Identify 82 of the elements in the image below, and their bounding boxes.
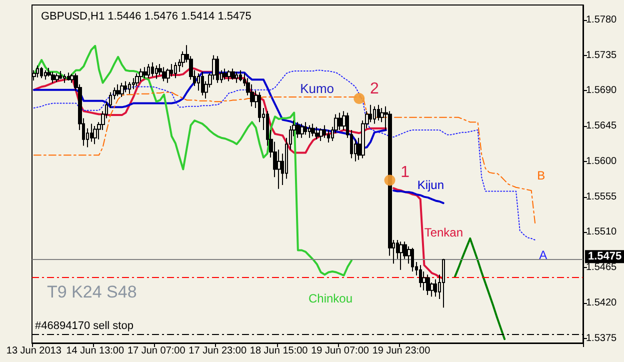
candlestick (93, 126, 97, 145)
candlestick (327, 129, 330, 144)
candlestick (411, 247, 414, 272)
annotation: T9 K24 S48 (47, 282, 137, 302)
line-series (33, 70, 536, 241)
candlestick (174, 62, 177, 79)
ref-line-label: #46894170 sell stop (35, 320, 134, 332)
candlestick (51, 71, 55, 84)
y-tick-label: 1.5780 (586, 14, 618, 26)
text: GBPUSD,H1 1.5446 1.5476 1.5414 1.5475 (41, 10, 252, 22)
ref-line-label: 1.5475 (588, 250, 622, 263)
candlestick (442, 258, 445, 308)
candlestick (235, 71, 238, 84)
candlestick (55, 72, 59, 83)
line-series (33, 92, 536, 225)
candlestick (128, 82, 131, 94)
x-tick-label: 13 Jun 2013 (6, 346, 62, 356)
candlestick (40, 66, 43, 79)
x-tick-label: 18 Jun 15:00 (250, 346, 308, 356)
candlestick (197, 72, 200, 92)
candlestick (151, 62, 154, 78)
candlestick (120, 82, 124, 98)
candlestick (63, 74, 66, 84)
series-label: Kijun (417, 178, 444, 192)
candlestick (239, 70, 242, 82)
candlestick (377, 104, 380, 122)
candlestick (59, 70, 62, 80)
x-tick-label: 17 Jun 07:00 (127, 346, 186, 356)
y-tick-label: 1.5690 (586, 85, 618, 96)
series-label: Chinkou (308, 291, 353, 306)
candlestick (116, 84, 120, 97)
y-tick-label: 1.5375 (586, 332, 618, 344)
candlestick (419, 264, 422, 288)
candlestick (44, 70, 47, 80)
series-label: B (537, 168, 546, 182)
candlestick (36, 65, 39, 78)
series-label: Tenkan (424, 226, 464, 240)
candlestick (434, 278, 437, 298)
y-tick-label: 1.5600 (586, 156, 618, 167)
annotation: 2 (370, 80, 380, 98)
candlestick (155, 65, 158, 80)
candlestick (147, 63, 150, 79)
candlestick (338, 112, 342, 130)
candlestick (311, 123, 315, 137)
line-series (32, 44, 353, 276)
x-tick-label: 17 Jun 23:00 (188, 346, 247, 356)
candlestick (143, 66, 147, 79)
candlestick (300, 123, 304, 138)
candlestick (323, 124, 326, 138)
candlestick (304, 122, 307, 136)
candlestick (132, 78, 135, 90)
candlestick (231, 68, 235, 80)
candlestick (319, 128, 323, 142)
candlestick (139, 68, 143, 82)
candlestick (124, 80, 127, 93)
y-tick-label: 1.5510 (586, 226, 618, 238)
annotation: 1 (400, 164, 410, 181)
candlestick (162, 66, 166, 82)
candlestick (166, 68, 170, 84)
candlestick (399, 241, 403, 270)
y-tick-label: 1.5645 (586, 120, 618, 132)
line-series (454, 237, 506, 340)
candlestick (216, 56, 219, 84)
candlestick (426, 274, 430, 296)
candlestick (227, 70, 231, 82)
candlestick (67, 72, 70, 81)
candlestick (308, 124, 311, 138)
x-tick-label: 14 Jun 13:00 (66, 346, 124, 356)
x-tick-label: 19 Jun 07:00 (311, 346, 370, 356)
candlestick (201, 71, 204, 96)
candlestick (315, 126, 319, 140)
candlestick (296, 122, 300, 138)
candlestick (373, 106, 376, 124)
annotation: Kumo (300, 80, 334, 96)
series-label: A (539, 248, 548, 262)
y-tick-label: 1.5555 (586, 191, 618, 202)
candlestick (223, 68, 227, 80)
y-tick-label: 1.5420 (586, 297, 618, 308)
y-tick-label: 1.5465 (586, 262, 618, 274)
x-tick-label: 19 Jun 23:00 (372, 346, 431, 356)
y-tick-label: 1.5735 (586, 50, 618, 61)
candlestick (135, 72, 139, 86)
